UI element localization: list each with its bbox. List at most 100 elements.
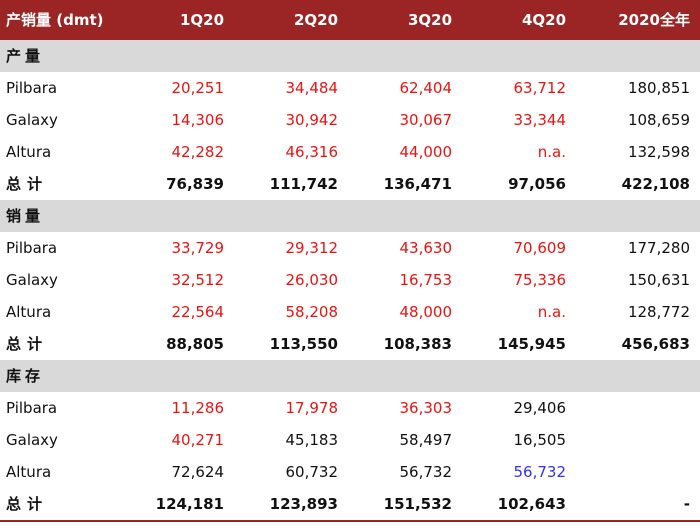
value-cell: 70,609 bbox=[513, 239, 567, 257]
total-row: 总计 88,805 113,550 108,383 145,945 456,683 bbox=[0, 328, 700, 360]
section-title: 产量 bbox=[0, 40, 120, 72]
value-cell: 180,851 bbox=[627, 79, 690, 97]
total-value-cell: 88,805 bbox=[166, 335, 224, 353]
value-cell: 30,942 bbox=[285, 111, 339, 129]
total-value-cell: 124,181 bbox=[155, 495, 224, 513]
section-fill-cell bbox=[120, 200, 234, 232]
total-value-cell: 102,643 bbox=[497, 495, 566, 513]
row-label: Altura bbox=[6, 143, 52, 161]
header-label: 产销量 (dmt) bbox=[0, 0, 120, 40]
row-label: Pilbara bbox=[6, 79, 58, 97]
section-fill-cell bbox=[462, 40, 576, 72]
total-value-cell: 456,683 bbox=[621, 335, 690, 353]
total-row: 总计 124,181 123,893 151,532 102,643 - bbox=[0, 488, 700, 521]
section-fill-cell bbox=[348, 40, 462, 72]
value-cell: 150,631 bbox=[627, 271, 690, 289]
section-fill-cell bbox=[348, 360, 462, 392]
row-label: Galaxy bbox=[6, 111, 58, 129]
value-cell: 11,286 bbox=[171, 399, 225, 417]
total-value-cell: 123,893 bbox=[269, 495, 338, 513]
value-cell: 16,505 bbox=[513, 431, 567, 449]
section-title: 库存 bbox=[0, 360, 120, 392]
table-row: Altura 42,282 46,316 44,000 n.a. 132,598 bbox=[0, 136, 700, 168]
value-cell: 45,183 bbox=[285, 431, 339, 449]
value-cell: 62,404 bbox=[399, 79, 453, 97]
table-row: Galaxy 14,306 30,942 30,067 33,344 108,659 bbox=[0, 104, 700, 136]
value-cell: 17,978 bbox=[285, 399, 339, 417]
section-fill-cell bbox=[234, 360, 348, 392]
section-fill-cell bbox=[576, 360, 700, 392]
value-cell: 14,306 bbox=[171, 111, 225, 129]
value-cell: 34,484 bbox=[285, 79, 339, 97]
value-cell: 26,030 bbox=[285, 271, 339, 289]
col-header-1q20: 1Q20 bbox=[120, 0, 234, 40]
total-value-cell: 145,945 bbox=[497, 335, 566, 353]
value-cell: 46,316 bbox=[285, 143, 339, 161]
value-cell: 128,772 bbox=[627, 303, 690, 321]
total-value-cell: - bbox=[683, 495, 690, 513]
value-cell: 75,336 bbox=[513, 271, 567, 289]
value-cell bbox=[576, 424, 700, 456]
row-label: Altura bbox=[6, 463, 52, 481]
total-label: 总计 bbox=[6, 335, 49, 353]
total-value-cell: 111,742 bbox=[269, 175, 338, 193]
col-header-2020-full-year: 2020全年 bbox=[576, 0, 700, 40]
value-cell bbox=[576, 392, 700, 424]
total-value-cell: 97,056 bbox=[508, 175, 566, 193]
value-cell: 56,732 bbox=[513, 463, 567, 481]
section-fill-cell bbox=[234, 40, 348, 72]
table-row: Galaxy 40,271 45,183 58,497 16,505 bbox=[0, 424, 700, 456]
value-cell: 43,630 bbox=[399, 239, 453, 257]
value-cell: 22,564 bbox=[171, 303, 225, 321]
table-row: Altura 72,624 60,732 56,732 56,732 bbox=[0, 456, 700, 488]
section-fill-cell bbox=[348, 200, 462, 232]
value-cell: 29,406 bbox=[513, 399, 567, 417]
value-cell: 58,497 bbox=[399, 431, 453, 449]
table-row: Pilbara 33,729 29,312 43,630 70,609 177,280 bbox=[0, 232, 700, 264]
section-header-inventory: 库存 bbox=[0, 360, 700, 392]
section-fill-cell bbox=[234, 200, 348, 232]
value-cell: 58,208 bbox=[285, 303, 339, 321]
value-cell bbox=[576, 456, 700, 488]
col-header-4q20: 4Q20 bbox=[462, 0, 576, 40]
row-label: Altura bbox=[6, 303, 52, 321]
value-cell: 33,729 bbox=[171, 239, 225, 257]
table-row: Pilbara 20,251 34,484 62,404 63,712 180,851 bbox=[0, 72, 700, 104]
section-fill-cell bbox=[462, 200, 576, 232]
col-header-2q20: 2Q20 bbox=[234, 0, 348, 40]
total-value-cell: 108,383 bbox=[383, 335, 452, 353]
value-cell: n.a. bbox=[537, 143, 566, 161]
value-cell: 177,280 bbox=[627, 239, 690, 257]
value-cell: 42,282 bbox=[171, 143, 225, 161]
value-cell: 63,712 bbox=[513, 79, 567, 97]
row-label: Galaxy bbox=[6, 431, 58, 449]
section-fill-cell bbox=[576, 40, 700, 72]
section-header-sales: 销量 bbox=[0, 200, 700, 232]
value-cell: 108,659 bbox=[627, 111, 690, 129]
row-label: Galaxy bbox=[6, 271, 58, 289]
total-label: 总计 bbox=[6, 495, 49, 513]
table-row: Galaxy 32,512 26,030 16,753 75,336 150,631 bbox=[0, 264, 700, 296]
value-cell: 40,271 bbox=[171, 431, 225, 449]
total-value-cell: 422,108 bbox=[621, 175, 690, 193]
value-cell: 32,512 bbox=[171, 271, 225, 289]
total-label: 总计 bbox=[6, 175, 49, 193]
section-fill-cell bbox=[120, 360, 234, 392]
total-value-cell: 113,550 bbox=[269, 335, 338, 353]
table-body: 产量 Pilbara 20,251 34,484 62,404 63,712 180,851… bbox=[0, 40, 700, 521]
value-cell: n.a. bbox=[537, 303, 566, 321]
value-cell: 29,312 bbox=[285, 239, 339, 257]
value-cell: 72,624 bbox=[171, 463, 225, 481]
value-cell: 20,251 bbox=[171, 79, 225, 97]
value-cell: 44,000 bbox=[399, 143, 453, 161]
value-cell: 56,732 bbox=[399, 463, 453, 481]
value-cell: 33,344 bbox=[513, 111, 567, 129]
value-cell: 36,303 bbox=[399, 399, 453, 417]
table-row: Altura 22,564 58,208 48,000 n.a. 128,772 bbox=[0, 296, 700, 328]
value-cell: 48,000 bbox=[399, 303, 453, 321]
row-label: Pilbara bbox=[6, 399, 58, 417]
total-value-cell: 76,839 bbox=[166, 175, 224, 193]
header-row: 产销量 (dmt) 1Q20 2Q20 3Q20 4Q20 2020全年 bbox=[0, 0, 700, 40]
total-value-cell: 136,471 bbox=[383, 175, 452, 193]
